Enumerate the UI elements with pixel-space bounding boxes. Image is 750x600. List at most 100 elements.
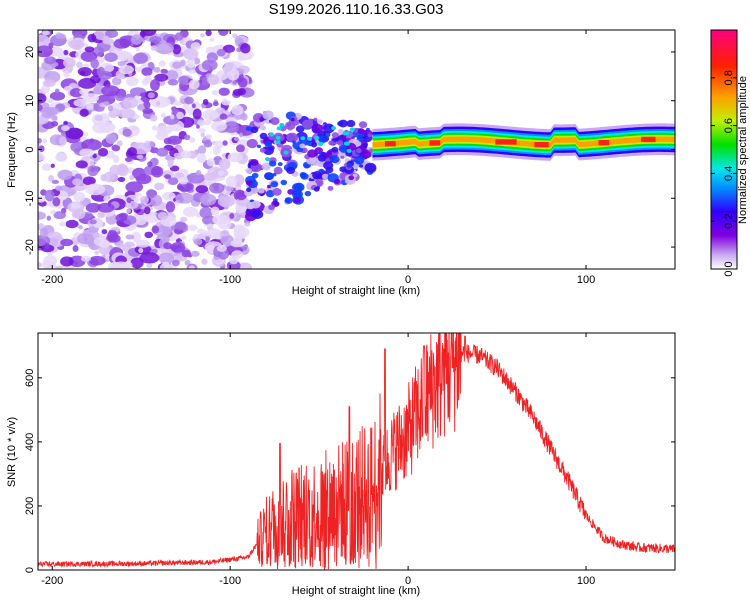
noise-blob — [60, 238, 74, 247]
noise-blob — [139, 195, 149, 204]
noise-blob — [149, 36, 162, 43]
noise-blob — [224, 62, 234, 72]
transition-hotspot — [318, 141, 324, 146]
noise-blob — [170, 114, 175, 120]
noise-blob — [103, 171, 116, 183]
snr-frame — [37, 332, 676, 571]
noise-blob — [222, 98, 227, 103]
noise-blob — [163, 115, 180, 125]
noise-blob — [201, 59, 218, 71]
transition-blob — [245, 180, 253, 186]
transition-blob — [286, 166, 296, 175]
transition-blob — [256, 144, 261, 149]
noise-blob — [199, 206, 213, 219]
noise-blob — [48, 42, 54, 49]
transition-hotspot — [314, 135, 320, 140]
noise-blob — [156, 125, 173, 135]
noise-blob — [38, 34, 50, 46]
noise-blob — [214, 140, 224, 149]
noise-blob — [151, 166, 164, 178]
noise-blob — [190, 42, 201, 51]
noise-blob — [69, 87, 83, 98]
noise-blob — [46, 98, 55, 104]
noise-blob — [38, 110, 42, 117]
noise-blob — [171, 259, 180, 267]
noise-blob — [80, 255, 92, 262]
noise-blob — [172, 61, 182, 69]
noise-blob — [38, 195, 46, 203]
noise-blob — [135, 66, 142, 73]
noise-blob — [117, 61, 126, 67]
noise-blob — [63, 57, 76, 69]
noise-blob — [38, 145, 45, 153]
noise-blob — [226, 68, 240, 81]
noise-blob — [105, 64, 112, 71]
noise-blob — [202, 109, 219, 121]
noise-blob — [72, 244, 79, 252]
transition-blob — [250, 126, 259, 134]
transition-hotspot — [344, 141, 350, 146]
noise-blob — [179, 235, 187, 240]
noise-blob — [186, 172, 205, 184]
transition-hotspot — [344, 131, 350, 136]
noise-blob — [118, 108, 136, 119]
noise-blob — [61, 125, 70, 132]
noise-blob — [97, 212, 105, 219]
transition-blob — [245, 167, 252, 174]
noise-blob — [217, 218, 232, 230]
noise-blob — [158, 252, 175, 264]
noise-blob — [244, 222, 251, 227]
noise-blob — [79, 70, 86, 76]
noise-blob — [136, 99, 143, 104]
noise-blob — [182, 103, 190, 111]
transition-blob — [287, 156, 292, 161]
noise-blob — [135, 217, 147, 226]
x-tick-label: -100 — [219, 274, 241, 286]
noise-blob — [50, 120, 59, 127]
signal-band-peak — [384, 141, 396, 147]
noise-blob — [216, 48, 226, 57]
transition-blob — [262, 110, 274, 120]
noise-blob — [87, 33, 97, 43]
noise-blob — [42, 79, 56, 87]
y-tick-label: 600 — [24, 369, 36, 387]
noise-blob — [129, 174, 135, 181]
colorbar-tick-label: 0.8 — [723, 70, 735, 85]
noise-blob — [145, 189, 157, 199]
transition-blob — [245, 201, 255, 210]
transition-blob — [259, 147, 266, 153]
noise-blob — [135, 173, 152, 185]
noise-blob — [217, 195, 235, 208]
noise-blob — [63, 120, 68, 125]
transition-blob — [245, 126, 252, 132]
transition-blob — [346, 119, 356, 128]
noise-blob — [107, 261, 123, 269]
noise-blob — [217, 170, 225, 177]
noise-blob — [196, 124, 200, 129]
noise-blob — [147, 161, 153, 167]
noise-blob — [154, 42, 174, 55]
transition-blob — [263, 146, 274, 156]
noise-blob — [44, 242, 50, 250]
transition-hotspot — [279, 122, 285, 127]
noise-blob — [240, 43, 251, 54]
noise-blob — [170, 242, 186, 253]
noise-blob — [116, 242, 124, 248]
noise-blob — [218, 87, 230, 96]
noise-blob — [63, 85, 73, 92]
noise-blob — [159, 80, 165, 87]
noise-blob — [201, 230, 211, 237]
noise-blob — [178, 176, 189, 185]
noise-blob — [211, 121, 227, 132]
transition-blob — [354, 156, 365, 165]
noise-blob — [85, 202, 102, 213]
noise-blob — [42, 30, 50, 36]
transition-blob — [355, 141, 362, 147]
noise-blob — [90, 58, 99, 69]
transition-blob — [313, 186, 320, 192]
noise-blob — [89, 219, 97, 225]
noise-blob — [107, 105, 114, 112]
colorbar-tick-label: 0.4 — [723, 166, 735, 181]
spectrogram-y-ticks: -20 -10 0 10 20 — [24, 46, 675, 255]
noise-blob — [215, 107, 226, 114]
